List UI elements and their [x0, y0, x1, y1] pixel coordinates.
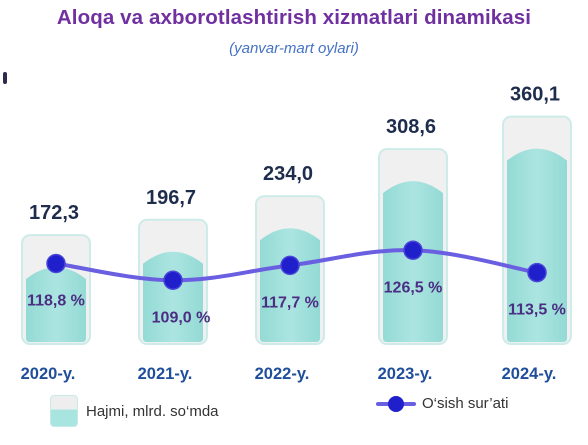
bar-4	[502, 115, 572, 345]
bar-0	[21, 234, 91, 345]
growth-marker	[46, 253, 66, 274]
growth-label: 118,8 %	[27, 292, 85, 309]
legend-item-growth: O‘sish sur’ati	[376, 395, 508, 412]
category-label: 2024-y.	[502, 365, 557, 383]
growth-marker	[280, 255, 300, 276]
legend-line-swatch	[376, 395, 416, 412]
bar-fill	[507, 148, 567, 342]
growth-label: 109,0 %	[152, 309, 211, 326]
legend-label-volume: Hajmi, mlrd. so‘mda	[86, 402, 219, 420]
category-label: 2022-y.	[255, 365, 310, 383]
growth-label: 113,5 %	[508, 302, 566, 319]
bar-value-label: 360,1	[510, 84, 560, 106]
growth-label: 126,5 %	[384, 279, 443, 296]
growth-label: 117,7 %	[261, 294, 319, 311]
bar-fill	[143, 251, 203, 342]
bar-value-label: 234,0	[263, 163, 313, 185]
legend-bar-swatch	[50, 395, 78, 427]
bar-fill	[383, 181, 443, 342]
growth-marker	[527, 262, 547, 283]
bar-value-label: 172,3	[29, 202, 79, 224]
growth-marker	[163, 270, 183, 291]
category-label: 2020-y.	[21, 365, 76, 383]
bar-value-label: 196,7	[146, 187, 196, 209]
decorative-mark	[3, 72, 7, 84]
chart-title: Aloqa va axborotlashtirish xizmatlari di…	[56, 6, 532, 29]
growth-marker	[403, 240, 423, 261]
legend-item-volume: Hajmi, mlrd. so‘mda	[50, 395, 219, 427]
bar-fill	[260, 228, 320, 342]
category-label: 2023-y.	[378, 365, 433, 383]
bar-value-label: 308,6	[386, 116, 436, 138]
bar-fill	[26, 267, 86, 342]
category-label: 2021-y.	[138, 365, 193, 383]
legend-label-growth: O‘sish sur’ati	[422, 395, 509, 412]
chart-subtitle: (yanvar-mart oylari)	[229, 40, 359, 57]
